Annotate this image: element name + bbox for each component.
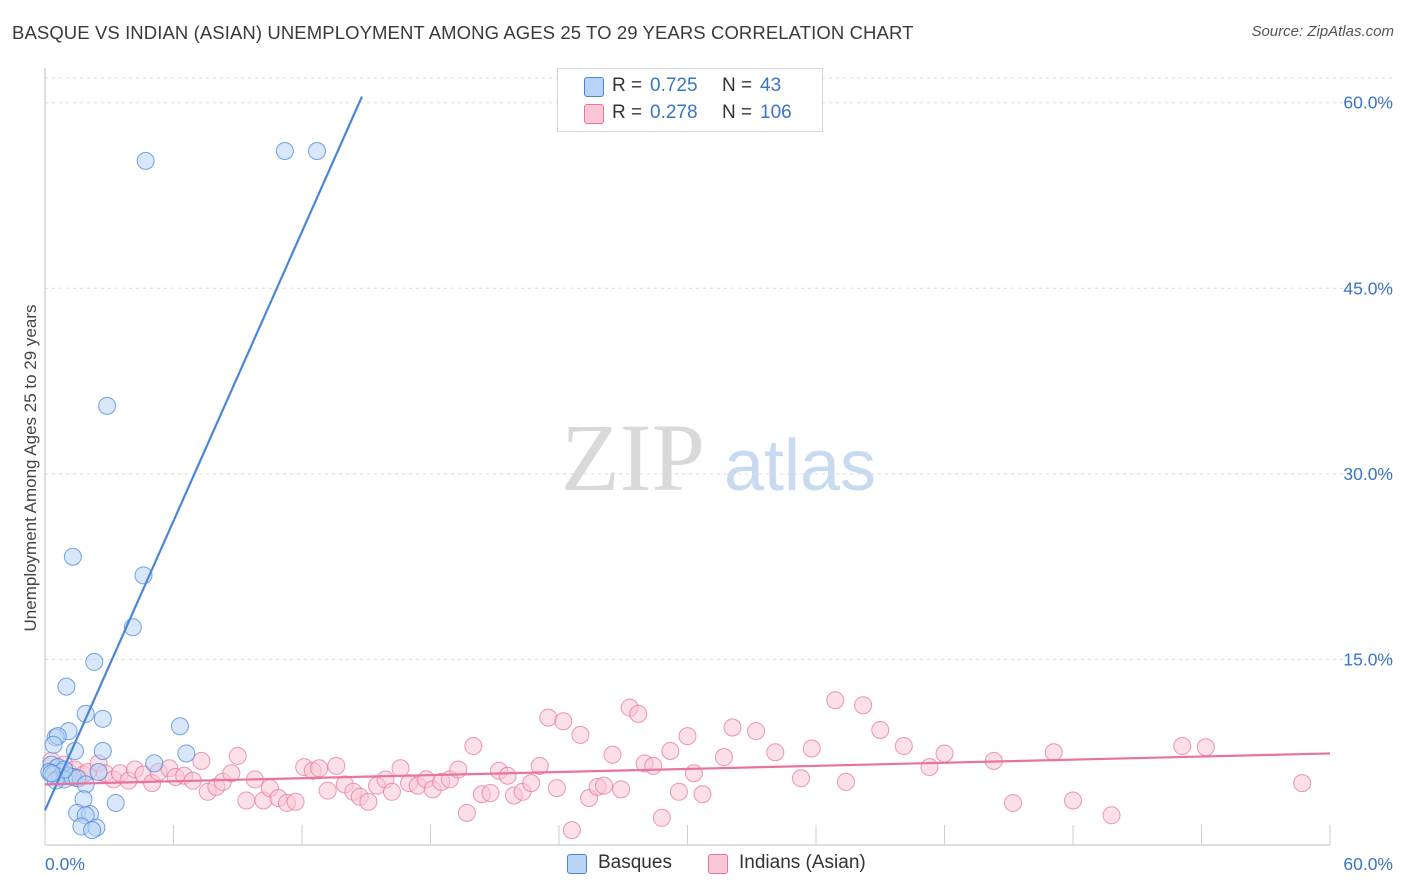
point-basques (57, 677, 76, 696)
point-indians (661, 741, 680, 760)
point-indians (228, 746, 247, 765)
point-indians (310, 759, 329, 778)
point-indians (464, 737, 483, 756)
point-basques (63, 547, 82, 566)
point-indians (481, 784, 500, 803)
point-indians (382, 782, 401, 801)
n-value: 106 (760, 102, 792, 123)
point-basques (275, 141, 294, 160)
watermark-zip: ZIP (561, 404, 705, 511)
legend-label-basques: Basques (598, 852, 672, 873)
trendline-indians (44, 752, 1331, 786)
n-label: N = (722, 75, 753, 96)
x-tick-label: 0.0% (45, 854, 85, 874)
point-indians (871, 720, 890, 739)
point-indians (318, 781, 337, 800)
point-indians (327, 756, 346, 775)
point-indians (747, 722, 766, 741)
point-indians (1064, 791, 1082, 810)
point-indians (678, 727, 697, 746)
legend-swatch-basques (567, 854, 587, 874)
point-indians (792, 769, 811, 788)
point-indians (547, 779, 566, 798)
point-basques (170, 717, 189, 736)
point-indians (457, 803, 476, 822)
legend-swatch-basques (584, 77, 604, 97)
point-indians (836, 772, 855, 791)
legend-swatch-indians (584, 104, 604, 124)
point-indians (192, 751, 211, 770)
point-indians (802, 739, 821, 758)
point-indians (935, 744, 954, 763)
point-indians (693, 785, 712, 804)
point-indians (222, 764, 241, 783)
point-indians (498, 766, 517, 785)
point-basques (89, 763, 108, 782)
point-basques (83, 821, 102, 840)
y-tick-label: 15.0% (1343, 649, 1393, 669)
point-basques (98, 396, 117, 415)
point-indians (894, 737, 913, 756)
point-basques (136, 151, 155, 170)
point-indians (1196, 738, 1215, 757)
point-basques (85, 652, 104, 671)
point-basques (106, 793, 125, 812)
point-indians (554, 712, 573, 731)
point-indians (530, 756, 549, 775)
y-tick-label: 45.0% (1343, 278, 1393, 298)
point-indians (522, 774, 541, 793)
point-basques (42, 764, 61, 783)
stats-legend: R = 0.725 N = 43 R = 0.278 N = 106 (557, 68, 823, 132)
point-basques (145, 754, 164, 773)
point-basques (93, 741, 112, 760)
trendline-basques (43, 96, 363, 811)
point-indians (237, 791, 256, 810)
point-indians (286, 792, 305, 811)
source-label: Source: ZipAtlas.com (1251, 23, 1394, 40)
point-indians (359, 792, 378, 811)
point-indians (1004, 793, 1023, 812)
point-indians (854, 696, 873, 715)
n-label: N = (722, 102, 753, 123)
r-label: R = (612, 75, 643, 96)
point-basques (177, 744, 196, 763)
point-indians (1173, 737, 1192, 756)
point-indians (714, 748, 733, 767)
point-indians (920, 758, 939, 777)
point-basques (307, 141, 326, 160)
r-label: R = (612, 102, 643, 123)
point-indians (571, 725, 590, 744)
point-indians (539, 708, 558, 727)
point-indians (723, 718, 742, 737)
r-value: 0.725 (650, 75, 698, 96)
point-indians (826, 691, 845, 710)
chart-title: BASQUE VS INDIAN (ASIAN) UNEMPLOYMENT AM… (12, 22, 914, 43)
point-indians (562, 821, 581, 840)
point-indians (766, 743, 785, 762)
point-indians (1044, 743, 1063, 762)
n-value: 43 (760, 75, 782, 96)
point-indians (603, 745, 622, 764)
legend-label-indians: Indians (Asian) (739, 852, 866, 873)
point-indians (1102, 806, 1121, 825)
point-indians (669, 782, 688, 801)
y-tick-label: 60.0% (1343, 93, 1393, 113)
watermark-atlas: atlas (724, 426, 876, 506)
point-indians (652, 808, 671, 827)
point-indians (684, 764, 703, 783)
point-indians (391, 759, 410, 778)
point-indians (612, 780, 631, 799)
point-basques (93, 709, 112, 728)
point-indians (644, 756, 663, 775)
x-tick-label: 60.0% (1343, 854, 1393, 874)
r-value: 0.278 (650, 102, 698, 123)
point-indians (594, 776, 613, 795)
point-indians (629, 704, 648, 723)
y-tick-label: 30.0% (1343, 464, 1393, 484)
point-basques (44, 735, 63, 754)
legend-swatch-indians (708, 854, 728, 874)
point-indians (1293, 774, 1312, 793)
